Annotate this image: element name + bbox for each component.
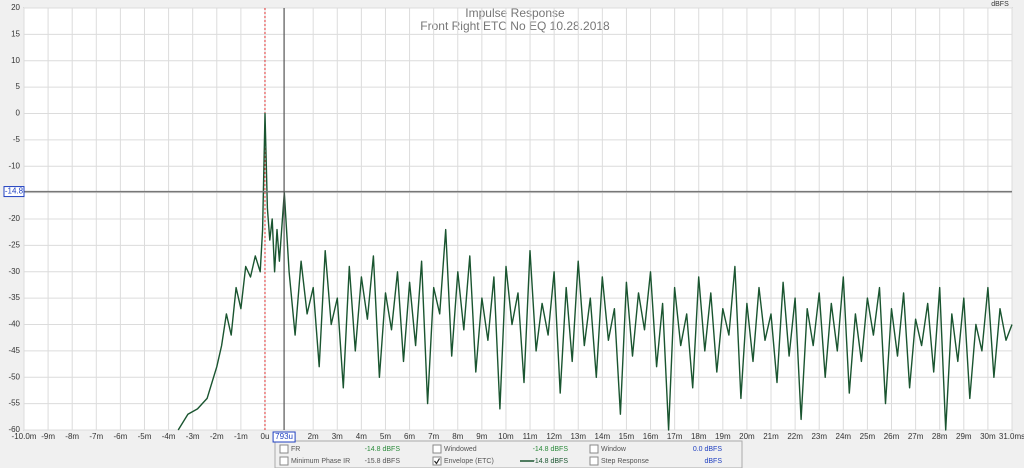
- y-unit: dBFS: [991, 1, 1009, 8]
- series-line: [177, 112, 1013, 431]
- checkbox[interactable]: [589, 456, 599, 466]
- check-mark: [434, 458, 441, 465]
- x-tick-label: -9m: [41, 432, 55, 441]
- readout-value: -14.8 dBFS: [533, 458, 569, 465]
- readout-value: -15.8 dBFS: [365, 458, 401, 465]
- cursor-x-label: 793u: [275, 432, 293, 441]
- y-tick-label: -40: [8, 320, 20, 329]
- x-tick-label: 6m: [404, 432, 415, 441]
- readout-label: Window: [601, 446, 627, 453]
- cursor-y-box: [3, 186, 25, 198]
- readout-label: FR: [291, 446, 300, 453]
- x-tick-label: 19m: [715, 432, 731, 441]
- x-tick-label: 4m: [356, 432, 367, 441]
- y-tick-label: -55: [8, 399, 20, 408]
- x-tick-label: 7m: [428, 432, 439, 441]
- y-tick-label: -60: [8, 425, 20, 434]
- x-tick-label: 0u: [261, 432, 270, 441]
- x-tick-label: 5m: [380, 432, 391, 441]
- readout-label: Envelope (ETC): [444, 458, 494, 465]
- y-tick-label: -10: [8, 161, 20, 170]
- x-tick-label: 20m: [739, 432, 755, 441]
- x-tick-label: 10m: [498, 432, 514, 441]
- y-tick-label: -30: [8, 267, 20, 276]
- checkbox[interactable]: [279, 456, 289, 466]
- chart-title: Impulse Response: [465, 6, 565, 20]
- readout-value: dBFS: [704, 458, 722, 465]
- cursor-y-label: -14.8: [5, 187, 24, 196]
- x-tick-label: 24m: [836, 432, 852, 441]
- readout-label: Windowed: [444, 446, 477, 453]
- x-tick-label: 17m: [667, 432, 683, 441]
- x-tick-label: -7m: [89, 432, 103, 441]
- x-tick-label: 15m: [619, 432, 635, 441]
- x-tick-label: 14m: [595, 432, 611, 441]
- x-tick-label: 3m: [332, 432, 343, 441]
- x-tick-label: -8m: [65, 432, 79, 441]
- checkbox[interactable]: [432, 456, 442, 466]
- readout-value: -14.8 dBFS: [365, 446, 401, 453]
- x-tick-label: 25m: [860, 432, 876, 441]
- y-tick-label: 20: [11, 3, 20, 12]
- cursor-x-box: [272, 431, 296, 443]
- x-tick-label: -3m: [186, 432, 200, 441]
- readout-value: 0.0 dBFS: [693, 446, 723, 453]
- y-tick-label: 5: [16, 82, 21, 91]
- x-tick-label: -5m: [138, 432, 152, 441]
- x-tick-label: 18m: [691, 432, 707, 441]
- x-tick-label: 9m: [476, 432, 487, 441]
- x-tick-label: 16m: [643, 432, 659, 441]
- x-tick-label: 8m: [452, 432, 463, 441]
- readout-label: Step Response: [601, 458, 649, 465]
- readout-value: -14.8 dBFS: [533, 446, 569, 453]
- x-tick-label: 11m: [523, 432, 538, 441]
- x-tick-label: 21m: [763, 432, 779, 441]
- y-tick-label: -35: [8, 293, 20, 302]
- x-tick-label: -4m: [162, 432, 176, 441]
- x-tick-label: -10.0m: [12, 432, 37, 441]
- x-tick-label: 12m: [546, 432, 562, 441]
- x-tick-label: 2m: [308, 432, 319, 441]
- checkbox[interactable]: [589, 444, 599, 454]
- x-tick-label: 27m: [908, 432, 924, 441]
- x-tick-label: 23m: [811, 432, 827, 441]
- checkbox[interactable]: [279, 444, 289, 454]
- y-tick-label: -50: [8, 372, 20, 381]
- y-tick-label: -20: [8, 214, 20, 223]
- x-tick-label: 22m: [787, 432, 803, 441]
- y-tick-label: -45: [8, 346, 20, 355]
- x-tick-label: 29m: [956, 432, 972, 441]
- x-tick-label: 28m: [932, 432, 948, 441]
- x-tick-label: 31.0ms: [999, 432, 1024, 441]
- y-tick-label: 10: [11, 56, 20, 65]
- readout-panel: [274, 440, 743, 468]
- y-tick-label: -5: [13, 135, 21, 144]
- checkbox[interactable]: [432, 444, 442, 454]
- x-tick-label: 26m: [884, 432, 900, 441]
- x-tick-label: -6m: [113, 432, 127, 441]
- y-tick-label: 0: [16, 109, 21, 118]
- y-tick-label: 15: [11, 29, 20, 38]
- readout-label: Minimum Phase IR: [291, 458, 350, 465]
- chart-subtitle: Front Right ETC No EQ 10.28.2018: [420, 19, 610, 33]
- x-tick-label: 30m: [980, 432, 996, 441]
- y-tick-label: -25: [8, 240, 20, 249]
- x-tick-label: -1m: [234, 432, 248, 441]
- x-tick-label: 13m: [570, 432, 586, 441]
- x-tick-label: -2m: [210, 432, 224, 441]
